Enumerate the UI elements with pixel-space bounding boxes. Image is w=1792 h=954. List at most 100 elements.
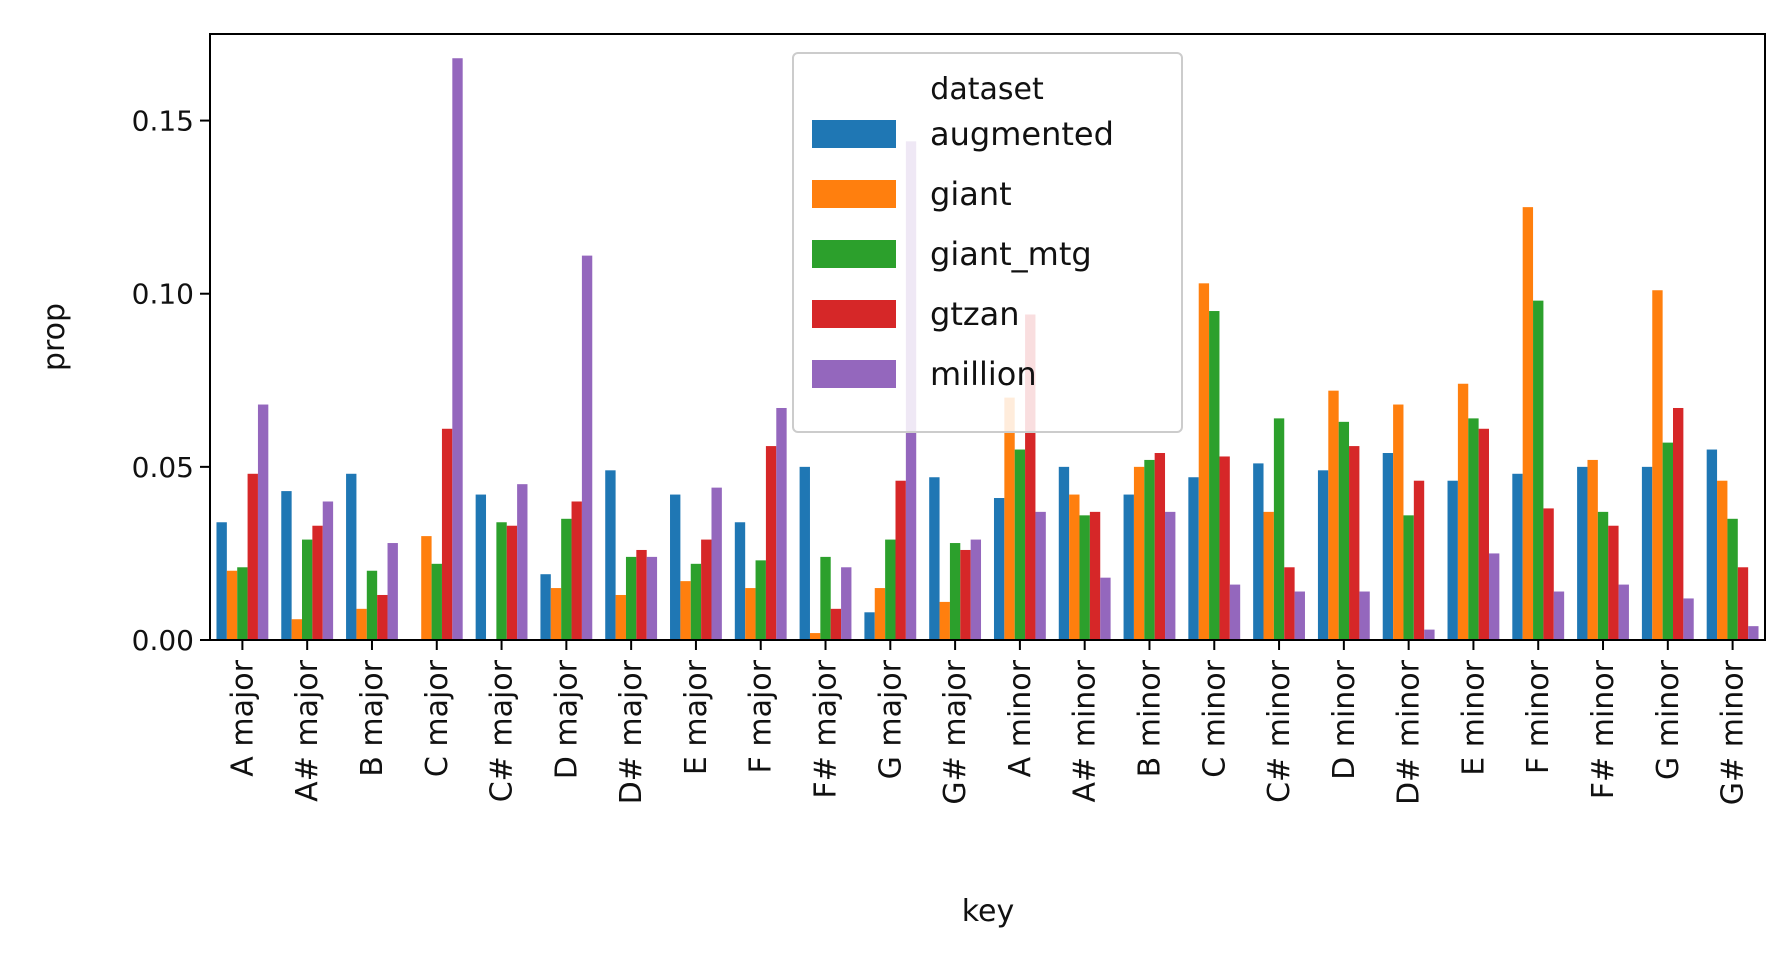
- legend-label-augmented: augmented: [930, 115, 1114, 153]
- bar-million-8: [776, 407, 787, 640]
- bar-giant-22: [1652, 290, 1663, 640]
- bar-giant_mtg-10: [885, 539, 896, 640]
- bar-giant_mtg-18: [1403, 515, 1414, 640]
- x-tick-label: C# major: [485, 659, 520, 802]
- legend-swatch-augmented: [812, 120, 896, 148]
- x-tick-label: A# minor: [1068, 659, 1103, 802]
- bar-million-21: [1618, 584, 1629, 640]
- bar-giant_mtg-22: [1662, 442, 1673, 640]
- bar-gtzan-11: [960, 549, 971, 640]
- x-tick-label: B major: [355, 659, 390, 776]
- bar-million-15: [1229, 584, 1241, 640]
- bar-gtzan-5: [571, 501, 582, 640]
- bar-gtzan-13: [1089, 511, 1101, 640]
- bar-augmented-6: [605, 470, 616, 640]
- bar-augmented-8: [734, 522, 746, 640]
- bar-augmented-13: [1058, 466, 1070, 640]
- bar-giant-10: [874, 588, 886, 640]
- bar-augmented-23: [1706, 449, 1718, 640]
- bar-giant-20: [1522, 207, 1534, 640]
- bar-gtzan-6: [636, 549, 647, 640]
- bar-giant-5: [550, 588, 562, 640]
- x-tick-label: D major: [549, 659, 584, 779]
- bar-giant-16: [1263, 511, 1274, 640]
- bar-million-6: [646, 556, 658, 640]
- bar-giant-17: [1328, 390, 1339, 640]
- y-tick-label: 0.15: [132, 105, 194, 138]
- x-tick-label: C minor: [1197, 659, 1232, 777]
- bar-giant_mtg-21: [1597, 511, 1609, 640]
- bar-augmented-19: [1447, 480, 1458, 640]
- x-tick-label: B minor: [1132, 659, 1167, 777]
- bar-giant-6: [615, 594, 626, 640]
- x-axis-label: key: [962, 894, 1015, 929]
- bar-giant_mtg-12: [1014, 449, 1026, 640]
- bar-gtzan-8: [765, 446, 777, 640]
- bar-augmented-9: [799, 466, 810, 640]
- bar-augmented-22: [1641, 466, 1653, 640]
- bar-gtzan-12: [1025, 314, 1036, 640]
- bar-million-23: [1748, 626, 1759, 640]
- x-tick-label: G# minor: [1716, 659, 1751, 805]
- bar-million-16: [1294, 591, 1305, 640]
- bar-giant-19: [1457, 383, 1469, 640]
- bar-gtzan-20: [1543, 508, 1554, 640]
- bar-gtzan-15: [1219, 456, 1230, 640]
- bar-million-11: [970, 539, 982, 640]
- bar-giant_mtg-20: [1533, 300, 1544, 640]
- bar-giant_mtg-1: [302, 539, 313, 640]
- bar-million-1: [322, 501, 334, 640]
- bar-giant_mtg-13: [1079, 515, 1090, 640]
- bar-augmented-14: [1123, 494, 1134, 640]
- bar-augmented-12: [993, 498, 1005, 640]
- x-tick-label: A major: [225, 659, 260, 776]
- bar-gtzan-17: [1349, 446, 1360, 640]
- bar-million-2: [387, 543, 398, 640]
- bar-giant-23: [1717, 480, 1728, 640]
- bar-gtzan-3: [441, 428, 453, 640]
- x-tick-label: C# minor: [1262, 659, 1297, 803]
- legend-label-million: million: [930, 355, 1037, 393]
- legend-swatch-gtzan: [812, 300, 896, 328]
- bar-augmented-17: [1317, 470, 1329, 640]
- bar-giant-8: [745, 588, 756, 640]
- bar-giant-0: [226, 570, 238, 640]
- bar-million-13: [1100, 577, 1111, 640]
- bar-giant-13: [1069, 494, 1080, 640]
- bar-gtzan-4: [506, 525, 518, 640]
- bar-giant-14: [1133, 466, 1145, 640]
- bar-augmented-16: [1253, 463, 1264, 640]
- bar-million-17: [1359, 591, 1370, 640]
- bar-giant_mtg-23: [1727, 518, 1738, 640]
- bar-giant-1: [291, 619, 303, 640]
- bar-giant_mtg-6: [625, 556, 637, 640]
- x-tick-label: E major: [679, 659, 714, 775]
- bar-augmented-2: [346, 473, 357, 640]
- y-tick-label: 0.05: [132, 451, 194, 484]
- bar-million-20: [1553, 591, 1565, 640]
- plot-frame: [209, 33, 1766, 641]
- x-tick-label: E minor: [1456, 659, 1491, 775]
- x-tick-label: A# major: [290, 659, 325, 801]
- bar-gtzan-1: [312, 525, 323, 640]
- bar-million-18: [1424, 629, 1435, 640]
- bar-giant-12: [1004, 397, 1015, 640]
- legend-label-gtzan: gtzan: [930, 295, 1020, 333]
- bar-gtzan-19: [1478, 428, 1489, 640]
- bar-million-7: [711, 487, 722, 640]
- x-tick-label: F# major: [809, 659, 844, 798]
- x-tick-label: D minor: [1327, 659, 1362, 780]
- bar-giant_mtg-8: [755, 560, 766, 640]
- x-tick-label: F major: [744, 659, 779, 773]
- x-tick-label: D# major: [614, 659, 649, 804]
- bar-giant_mtg-4: [496, 522, 507, 640]
- legend-label-giant: giant: [930, 175, 1012, 213]
- y-axis-label: prop: [37, 303, 72, 371]
- bar-million-0: [257, 404, 269, 640]
- x-tick-label: F minor: [1521, 659, 1556, 774]
- bar-giant_mtg-9: [820, 556, 831, 640]
- x-tick-label: G# major: [938, 659, 973, 804]
- bar-gtzan-16: [1284, 567, 1295, 640]
- bar-augmented-11: [929, 477, 940, 640]
- bar-augmented-5: [540, 574, 551, 640]
